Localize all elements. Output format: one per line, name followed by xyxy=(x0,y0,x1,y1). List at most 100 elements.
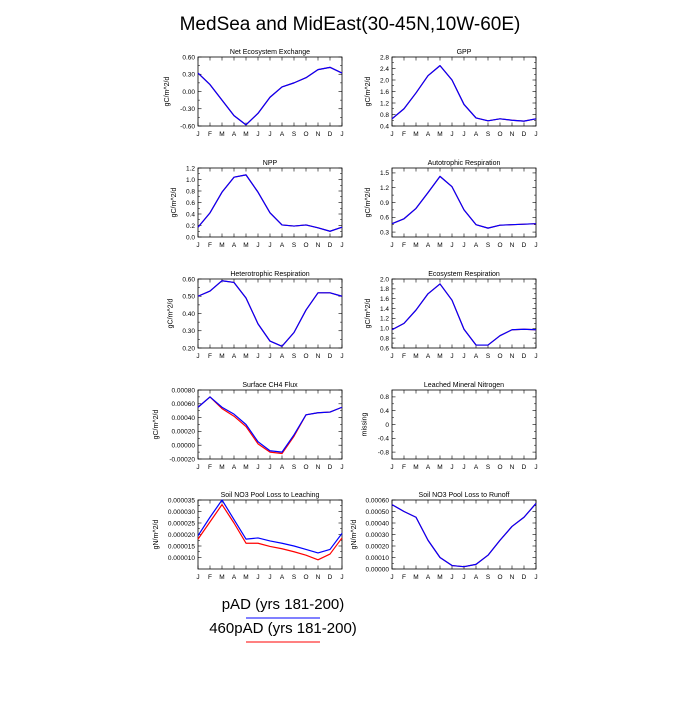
series-line-soil-no3-pool-loss-to-runoff-460pad-yrs-181-200 xyxy=(391,503,537,568)
panel-title-gpp: GPP xyxy=(457,49,472,56)
y-axis-label-ecosystem-respiration: gC/m^2/d xyxy=(365,299,372,329)
x-tick-label-autotrophic-respiration: J xyxy=(462,242,465,249)
x-tick-label-soil-no3-pool-loss-to-runoff: A xyxy=(426,574,431,581)
panel-title-leached-mineral-nitrogen: Leached Mineral Nitrogen xyxy=(424,382,504,389)
x-tick-label-npp: M xyxy=(219,242,224,249)
y-tick-label-ecosystem-respiration: 0.6 xyxy=(380,345,389,352)
x-tick-label-heterotrophic-respiration: S xyxy=(292,353,297,360)
series-line-soil-no3-pool-loss-to-leaching-pad-yrs-181-200 xyxy=(197,499,343,554)
x-tick-label-autotrophic-respiration: F xyxy=(402,242,406,249)
x-tick-label-surface-ch4-flux: M xyxy=(243,464,248,471)
x-tick-label-gpp: J xyxy=(390,131,393,138)
x-tick-label-soil-no3-pool-loss-to-runoff: N xyxy=(510,574,515,581)
y-tick-label-leached-mineral-nitrogen: 0.8 xyxy=(380,394,389,401)
y-tick-label-surface-ch4-flux: 0.00040 xyxy=(172,415,196,422)
x-tick-label-net-ecosystem-exchange: M xyxy=(219,131,224,138)
x-tick-label-npp: F xyxy=(208,242,212,249)
x-tick-label-soil-no3-pool-loss-to-runoff: F xyxy=(402,574,406,581)
x-tick-label-net-ecosystem-exchange: S xyxy=(292,131,297,138)
y-tick-label-soil-no3-pool-loss-to-runoff: 0.00030 xyxy=(366,532,390,539)
x-tick-label-heterotrophic-respiration: O xyxy=(303,353,308,360)
x-tick-label-soil-no3-pool-loss-to-leaching: S xyxy=(292,574,297,581)
x-tick-label-gpp: J xyxy=(534,131,537,138)
x-tick-label-net-ecosystem-exchange: A xyxy=(280,131,285,138)
y-tick-label-net-ecosystem-exchange: 0.00 xyxy=(182,89,195,96)
y-tick-label-surface-ch4-flux: 0.00060 xyxy=(172,401,196,408)
panel-title-soil-no3-pool-loss-to-leaching: Soil NO3 Pool Loss to Leaching xyxy=(221,492,320,499)
y-axis-label-leached-mineral-nitrogen: missing xyxy=(362,413,369,437)
x-tick-label-net-ecosystem-exchange: D xyxy=(328,131,333,138)
x-tick-label-soil-no3-pool-loss-to-leaching: A xyxy=(280,574,285,581)
x-tick-label-surface-ch4-flux: J xyxy=(256,464,259,471)
y-tick-label-gpp: 0.4 xyxy=(380,123,389,130)
y-axis-label-gpp: gC/m^2/d xyxy=(365,77,372,107)
x-tick-label-surface-ch4-flux: A xyxy=(280,464,285,471)
x-tick-label-leached-mineral-nitrogen: J xyxy=(462,464,465,471)
y-tick-label-soil-no3-pool-loss-to-runoff: 0.00000 xyxy=(366,566,390,573)
x-tick-label-soil-no3-pool-loss-to-runoff: S xyxy=(486,574,491,581)
x-tick-label-npp: S xyxy=(292,242,297,249)
y-tick-label-soil-no3-pool-loss-to-leaching: 0.000010 xyxy=(168,555,195,562)
series-line-autotrophic-respiration-460pad-yrs-181-200 xyxy=(391,175,537,229)
series-line-ecosystem-respiration-460pad-yrs-181-200 xyxy=(391,283,537,346)
x-tick-label-heterotrophic-respiration: M xyxy=(219,353,224,360)
y-tick-label-ecosystem-respiration: 1.6 xyxy=(380,296,389,303)
y-axis-label-soil-no3-pool-loss-to-runoff: gN/m^2/d xyxy=(351,520,358,550)
x-tick-label-npp: J xyxy=(256,242,259,249)
x-tick-label-ecosystem-respiration: O xyxy=(497,353,502,360)
x-tick-label-soil-no3-pool-loss-to-runoff: J xyxy=(450,574,453,581)
x-tick-label-soil-no3-pool-loss-to-runoff: J xyxy=(534,574,537,581)
x-tick-label-npp: J xyxy=(196,242,199,249)
x-tick-label-soil-no3-pool-loss-to-runoff: A xyxy=(474,574,479,581)
panel-title-npp: NPP xyxy=(263,160,278,167)
x-tick-label-leached-mineral-nitrogen: F xyxy=(402,464,406,471)
x-tick-label-soil-no3-pool-loss-to-leaching: J xyxy=(268,574,271,581)
y-tick-label-gpp: 0.8 xyxy=(380,112,389,119)
x-tick-label-gpp: M xyxy=(437,131,442,138)
x-tick-label-surface-ch4-flux: S xyxy=(292,464,297,471)
x-tick-label-autotrophic-respiration: J xyxy=(450,242,453,249)
x-tick-label-soil-no3-pool-loss-to-runoff: J xyxy=(390,574,393,581)
x-tick-label-soil-no3-pool-loss-to-runoff: M xyxy=(413,574,418,581)
x-tick-label-net-ecosystem-exchange: A xyxy=(232,131,237,138)
y-tick-label-soil-no3-pool-loss-to-leaching: 0.000035 xyxy=(168,497,195,504)
x-tick-label-gpp: M xyxy=(413,131,418,138)
panel-title-net-ecosystem-exchange: Net Ecosystem Exchange xyxy=(230,49,310,56)
x-tick-label-soil-no3-pool-loss-to-leaching: A xyxy=(232,574,237,581)
y-tick-label-autotrophic-respiration: 1.5 xyxy=(380,170,389,177)
x-tick-label-leached-mineral-nitrogen: D xyxy=(522,464,527,471)
y-axis-label-npp: gC/m^2/d xyxy=(171,188,178,218)
y-tick-label-soil-no3-pool-loss-to-leaching: 0.000020 xyxy=(168,532,195,539)
x-tick-label-surface-ch4-flux: J xyxy=(196,464,199,471)
x-tick-label-ecosystem-respiration: J xyxy=(450,353,453,360)
x-tick-label-surface-ch4-flux: N xyxy=(316,464,321,471)
x-tick-label-npp: J xyxy=(340,242,343,249)
y-axis-label-autotrophic-respiration: gC/m^2/d xyxy=(365,188,372,218)
y-tick-label-ecosystem-respiration: 1.2 xyxy=(380,316,389,323)
y-tick-label-npp: 0.0 xyxy=(186,234,195,241)
y-axis-label-heterotrophic-respiration: gC/m^2/d xyxy=(168,299,175,329)
x-tick-label-net-ecosystem-exchange: O xyxy=(303,131,308,138)
y-tick-label-autotrophic-respiration: 1.2 xyxy=(380,185,389,192)
x-tick-label-ecosystem-respiration: J xyxy=(390,353,393,360)
x-tick-label-soil-no3-pool-loss-to-leaching: M xyxy=(243,574,248,581)
x-tick-label-net-ecosystem-exchange: J xyxy=(268,131,271,138)
y-tick-label-surface-ch4-flux: 0.00080 xyxy=(172,387,196,394)
y-tick-label-gpp: 2.8 xyxy=(380,54,389,61)
x-tick-label-npp: A xyxy=(232,242,237,249)
x-tick-label-net-ecosystem-exchange: N xyxy=(316,131,321,138)
x-tick-label-soil-no3-pool-loss-to-leaching: J xyxy=(340,574,343,581)
x-tick-label-autotrophic-respiration: O xyxy=(497,242,502,249)
y-tick-label-npp: 0.2 xyxy=(186,223,195,230)
x-tick-label-autotrophic-respiration: D xyxy=(522,242,527,249)
x-tick-label-heterotrophic-respiration: J xyxy=(268,353,271,360)
y-tick-label-surface-ch4-flux: 0.00000 xyxy=(172,443,196,450)
y-tick-label-gpp: 2.0 xyxy=(380,77,389,84)
x-tick-label-soil-no3-pool-loss-to-leaching: F xyxy=(208,574,212,581)
x-tick-label-autotrophic-respiration: M xyxy=(413,242,418,249)
y-tick-label-soil-no3-pool-loss-to-runoff: 0.00040 xyxy=(366,520,390,527)
